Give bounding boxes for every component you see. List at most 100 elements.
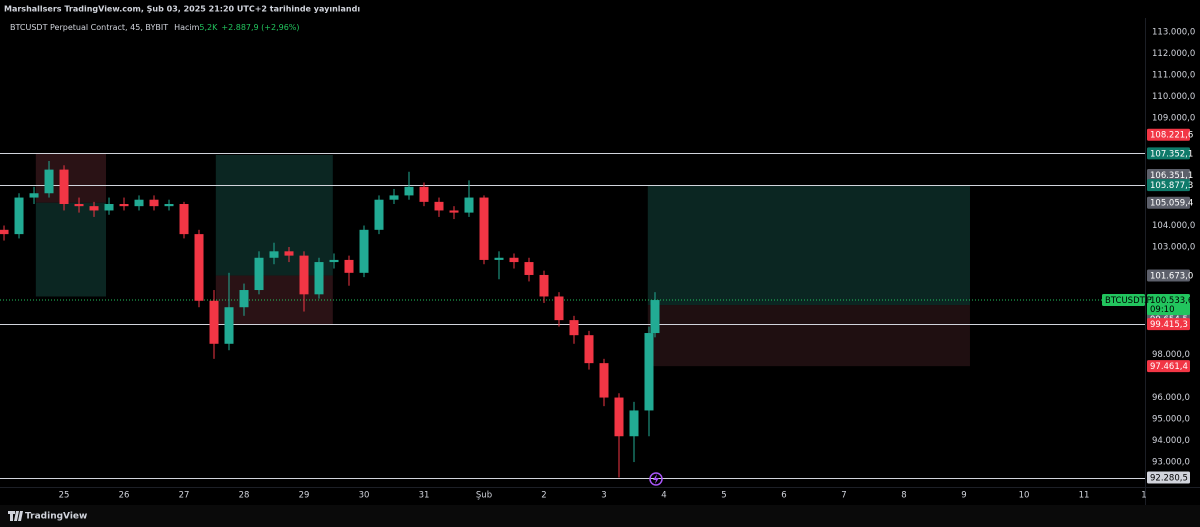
price-badge-label: 107.352,1: [1150, 149, 1193, 159]
x-tick-label: 8: [901, 491, 906, 501]
footer-brand: TradingView: [25, 512, 87, 522]
price-badge: [1147, 128, 1190, 141]
price-badge-label: 108.221,6: [1150, 131, 1193, 141]
candle-body: [554, 296, 564, 321]
price-badge: [1147, 196, 1190, 209]
symbol-tag-label: BTCUSDT.P: [1105, 296, 1152, 306]
candle-body: [104, 204, 114, 211]
y-tick-label: 95.000,0: [1152, 415, 1190, 425]
candle-body: [650, 300, 660, 334]
y-tick-label: 98.000,0: [1152, 350, 1190, 360]
candle-body: [0, 229, 9, 235]
candle-body: [359, 229, 369, 273]
tv-logo: [8, 511, 23, 521]
price-badge-label: 99.415,3: [1150, 320, 1188, 330]
price-badge-label: 101.673,0: [1150, 272, 1193, 282]
candle-body: [599, 363, 609, 398]
y-tick-label: 94.000,0: [1152, 436, 1190, 446]
y-tick-label: 103.000,0: [1152, 243, 1195, 253]
candle-body: [584, 335, 594, 364]
symbol-legend: BTCUSDT Perpetual Contract, 45, BYBIT Hac…: [10, 23, 300, 32]
price-badge: [1147, 471, 1190, 484]
x-tick-label: 26: [119, 491, 130, 501]
candle-body: [209, 300, 219, 344]
candle-body: [524, 262, 534, 275]
candle-body: [404, 186, 414, 196]
published-note: Marshallsers TradingView.com, Şub 03, 20…: [4, 5, 360, 14]
candle-body: [434, 201, 444, 211]
y-tick-label: 111.000,0: [1152, 70, 1195, 80]
x-tick-label: 10: [1019, 491, 1030, 501]
candle-body: [389, 195, 399, 200]
x-tick-label: 4: [661, 491, 666, 501]
candle-body: [164, 204, 174, 207]
x-tick-label: 6: [781, 491, 786, 501]
candle-body: [194, 234, 204, 301]
change: +2.887,9 (+2,96%): [221, 23, 299, 32]
candle-body: [29, 193, 39, 198]
price-badge: [1147, 179, 1190, 192]
candle-body: [254, 257, 264, 291]
candle-body: [44, 169, 54, 194]
candle-body: [509, 257, 519, 263]
x-tick-label: 2: [541, 491, 546, 501]
volume-label: Hacim: [174, 23, 200, 32]
candle-body: [644, 333, 654, 411]
price-badge-label: 105.059,4: [1150, 199, 1193, 209]
candle-body: [329, 259, 339, 263]
volume: 5,2K: [199, 23, 218, 32]
x-tick-label: Şub: [476, 491, 492, 501]
price-badge: [1147, 360, 1190, 373]
y-tick-label: 110.000,0: [1152, 92, 1195, 102]
candle-body: [419, 186, 429, 202]
x-tick-label: 9: [961, 491, 966, 501]
x-tick-label: 28: [239, 491, 250, 501]
candle-body: [539, 274, 549, 297]
candle-body: [179, 204, 189, 235]
event-icon-bolt: [653, 474, 659, 484]
x-tick-label: 31: [419, 491, 430, 501]
symbol: BTCUSDT Perpetual Contract, 45, BYBIT: [10, 23, 168, 32]
y-tick-label: 96.000,0: [1152, 393, 1190, 403]
candle-body: [344, 259, 354, 273]
candle-body: [224, 307, 234, 344]
y-tick-label: 93.000,0: [1152, 458, 1190, 468]
candle-body: [134, 199, 144, 207]
plot-layer: [0, 153, 1145, 479]
candle-body: [149, 199, 159, 207]
candle-body: [239, 290, 249, 308]
candle-body: [569, 320, 579, 336]
last-price-label: 100.533,6: [1150, 296, 1193, 306]
price-badge: [1147, 168, 1190, 181]
price-badge-label: 106.351,1: [1150, 171, 1193, 181]
price-badge-label: 97.461,4: [1150, 362, 1188, 372]
price-badge: [1147, 269, 1190, 282]
price-badge: [1147, 318, 1190, 331]
candle-body: [614, 397, 624, 437]
candle-body: [269, 251, 279, 258]
position-zone: [647, 305, 970, 367]
candle-body: [284, 251, 294, 256]
x-tick-label: 30: [359, 491, 370, 501]
event-icon[interactable]: [649, 472, 663, 486]
candle-body: [374, 199, 384, 230]
price-badge-label: 92.280,5: [1150, 474, 1188, 484]
price-axis: 113.000,0 112.000,0 111.000,0 110.000,0 109.…: [1102, 27, 1195, 484]
x-tick-label: 25: [59, 491, 70, 501]
candle-body: [314, 262, 324, 295]
x-tick-label: 29: [299, 491, 310, 501]
price-badge: [1147, 147, 1190, 160]
position-zone: [647, 185, 970, 306]
y-tick-label: 104.000,0: [1152, 221, 1195, 231]
x-tick-label: 27: [179, 491, 190, 501]
price-badge-label: 105.877,3: [1150, 181, 1193, 191]
candle-body: [629, 410, 639, 437]
x-tick-label: 7: [841, 491, 846, 501]
y-tick-label: 113.000,0: [1152, 27, 1195, 37]
x-tick-label: 11: [1079, 491, 1090, 501]
position-zone: [215, 275, 333, 326]
candle-body: [119, 204, 129, 207]
candle-body: [494, 257, 504, 260]
